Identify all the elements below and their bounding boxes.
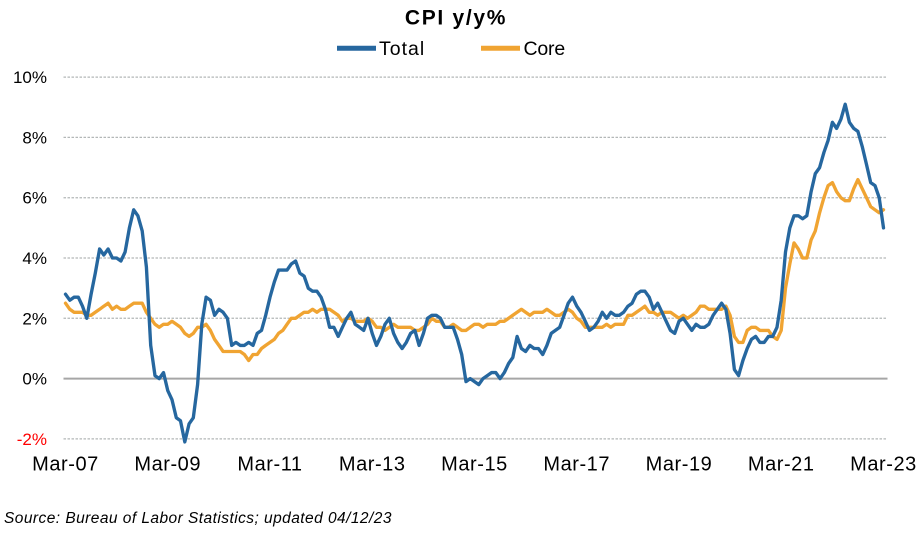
svg-text:Total: Total [379, 38, 425, 60]
svg-text:Mar-19: Mar-19 [646, 454, 713, 476]
svg-text:4%: 4% [22, 249, 47, 268]
svg-text:10%: 10% [13, 68, 47, 87]
svg-text:6%: 6% [22, 189, 47, 208]
svg-text:Mar-07: Mar-07 [32, 454, 99, 476]
svg-text:Mar-11: Mar-11 [237, 454, 302, 476]
svg-text:Core: Core [524, 38, 565, 60]
svg-text:Mar-13: Mar-13 [339, 454, 406, 476]
svg-text:Mar-09: Mar-09 [134, 454, 201, 476]
svg-text:-2%: -2% [17, 430, 47, 449]
svg-text:2%: 2% [22, 309, 47, 328]
svg-text:0%: 0% [22, 370, 47, 389]
svg-text:8%: 8% [22, 128, 47, 147]
svg-text:CPI y/y%: CPI y/y% [405, 7, 507, 30]
svg-text:Mar-17: Mar-17 [543, 454, 610, 476]
svg-text:Source: Bureau of Labor Statis: Source: Bureau of Labor Statistics; upda… [4, 510, 392, 527]
svg-text:Mar-15: Mar-15 [441, 454, 508, 476]
svg-text:Mar-23: Mar-23 [850, 454, 917, 476]
svg-text:Mar-21: Mar-21 [748, 454, 815, 476]
